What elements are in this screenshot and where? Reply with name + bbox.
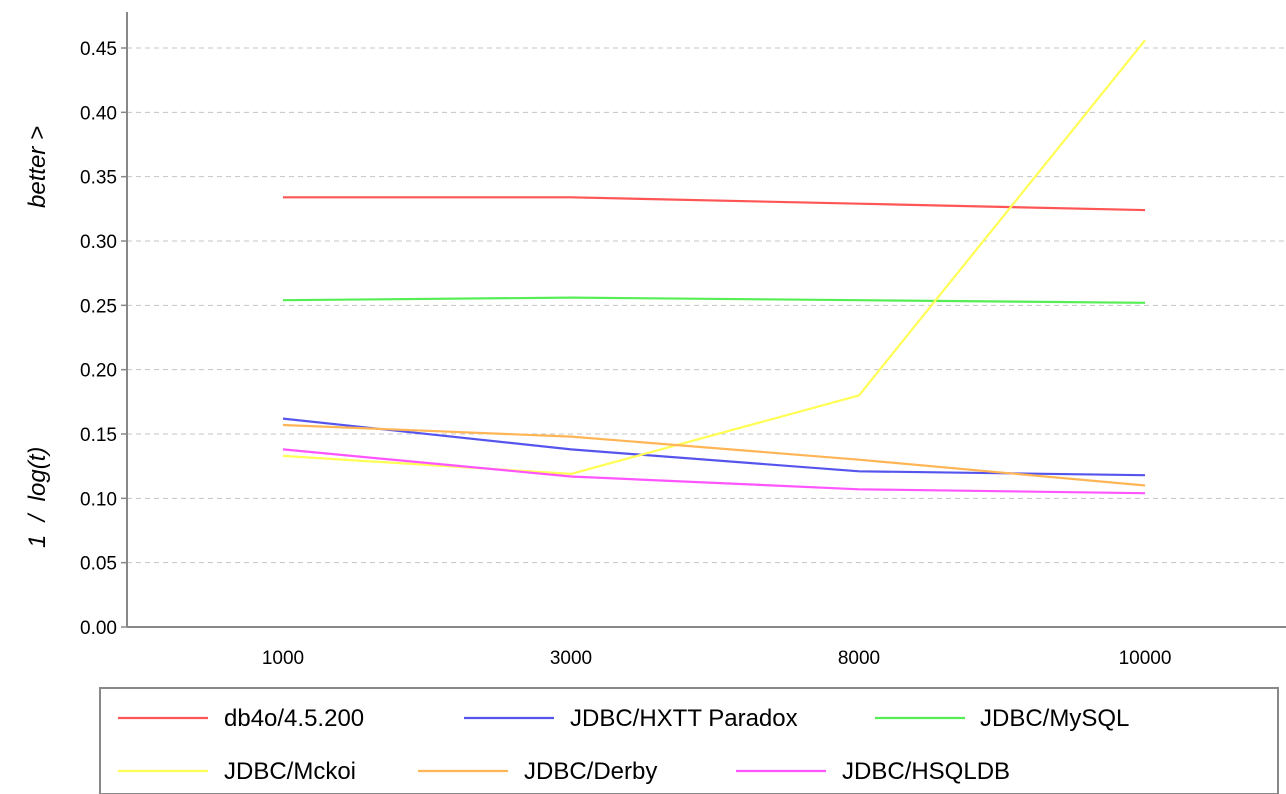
- y-tick-label: 0.35: [80, 168, 117, 189]
- legend-label: JDBC/MySQL: [980, 705, 1129, 732]
- legend-label: db4o/4.5.200: [224, 705, 364, 732]
- y-tick-label: 0.15: [80, 425, 117, 446]
- grid-lines: [121, 47, 1286, 628]
- x-tick-label: 3000: [550, 648, 592, 669]
- y-tick-label: 0.45: [80, 39, 117, 60]
- x-tick-label: 8000: [838, 648, 880, 669]
- legend-label: JDBC/HSQLDB: [842, 758, 1010, 785]
- series-lines: [282, 39, 1146, 495]
- y-tick-label: 0.25: [80, 296, 117, 317]
- y-tick-label: 0.40: [80, 103, 117, 124]
- legend: db4o/4.5.200 JDBC/HXTT Paradox JDBC/MySQL J…: [99, 687, 1279, 794]
- series-line: [282, 417, 1146, 477]
- series-line: [282, 423, 1146, 487]
- series-line: [283, 196, 1146, 212]
- legend-box: [99, 687, 1279, 794]
- y-tick-label: 0.20: [80, 361, 117, 382]
- legend-label: JDBC/HXTT Paradox: [570, 705, 798, 732]
- series-line: [282, 39, 1146, 475]
- x-tick-labels: 1000 3000 8000 10000: [262, 648, 1172, 669]
- series-line: [282, 296, 1146, 304]
- legend-items: db4o/4.5.200 JDBC/HXTT Paradox JDBC/MySQL J…: [118, 705, 1129, 785]
- x-tick-label: 10000: [1119, 648, 1172, 669]
- legend-label: JDBC/Derby: [524, 758, 657, 785]
- y-tick-label: 0.05: [80, 554, 117, 575]
- y-axis-label: 1 / log(t): [24, 447, 51, 548]
- y-tick-label: 0.00: [80, 618, 117, 639]
- y-tick-labels: 0.00 0.05 0.10 0.15 0.20 0.25 0.30 0.35 0.40 0.45: [80, 39, 117, 639]
- y-axis-label-secondary: better >: [24, 126, 51, 208]
- legend-label: JDBC/Mckoi: [224, 758, 356, 785]
- y-tick-label: 0.10: [80, 489, 117, 510]
- x-tick-label: 1000: [262, 648, 304, 669]
- y-tick-label: 0.30: [80, 232, 117, 253]
- axes: [126, 12, 1286, 628]
- series-line: [282, 448, 1146, 495]
